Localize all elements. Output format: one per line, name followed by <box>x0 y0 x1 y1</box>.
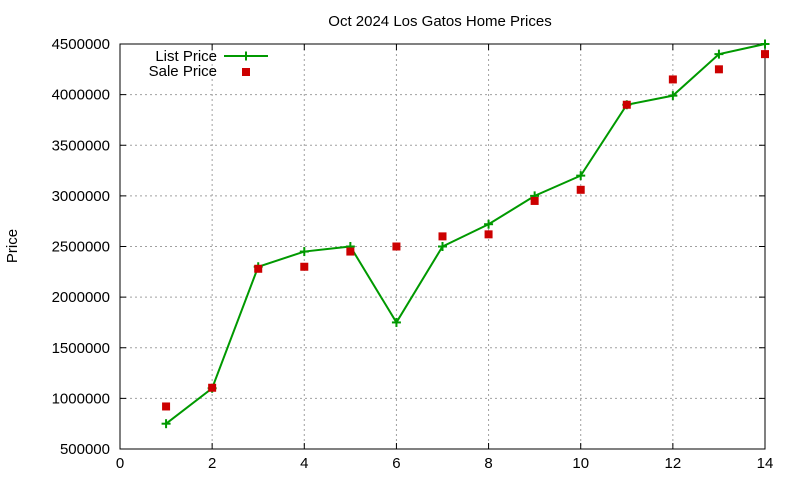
legend-marker-list-price <box>241 51 251 61</box>
y-axis-label: Price <box>4 229 21 263</box>
sale-price-point <box>254 264 263 273</box>
y-tick-label: 4000000 <box>52 87 110 104</box>
x-tick-label: 12 <box>665 455 682 472</box>
y-tick-label: 4500000 <box>52 36 110 53</box>
y-tick-label: 500000 <box>60 441 110 458</box>
sale-price-point <box>576 185 585 194</box>
list-price-point <box>299 247 309 257</box>
sale-price-point <box>622 100 631 109</box>
sale-price-point <box>208 383 217 392</box>
list-price-point <box>714 49 724 59</box>
sale-price-point <box>392 242 401 251</box>
series-layer <box>161 39 770 429</box>
legend-label-sale-price: Sale Price <box>149 63 217 80</box>
x-tick-label: 6 <box>392 455 400 472</box>
x-tick-label: 0 <box>116 455 124 472</box>
list-price-point <box>576 171 586 181</box>
legend-marker-sale-price <box>242 68 250 76</box>
y-tick-label: 1000000 <box>52 390 110 407</box>
sale-price-point <box>438 232 447 241</box>
legend-label-list-price: List Price <box>155 48 217 65</box>
y-tick-label: 3000000 <box>52 188 110 205</box>
axes: 0 2 4 6 8 10 12 14 500000 1000000 1500000 2000000 25… <box>52 36 774 472</box>
sale-price-point <box>484 230 493 239</box>
x-tick-label: 8 <box>484 455 492 472</box>
y-tick-label: 3500000 <box>52 137 110 154</box>
list-price-point <box>484 219 494 229</box>
sale-price-point <box>530 196 539 205</box>
list-price-point <box>668 91 678 101</box>
list-price-point <box>760 39 770 49</box>
y-tick-label: 2500000 <box>52 239 110 256</box>
list-price-point <box>391 317 401 327</box>
list-price-point <box>438 242 447 251</box>
sale-price-point <box>162 402 171 411</box>
chart-title: Oct 2024 Los Gatos Home Prices <box>328 13 551 30</box>
list-price-line <box>165 43 766 425</box>
sale-price-point <box>346 247 355 256</box>
x-tick-label: 14 <box>757 455 774 472</box>
list-price-point <box>161 419 171 429</box>
sale-price-point <box>300 262 309 271</box>
y-tick-label: 2000000 <box>52 289 110 306</box>
x-tick-label: 4 <box>300 455 308 472</box>
y-tick-label: 1500000 <box>52 340 110 357</box>
sale-price-point <box>761 50 769 59</box>
x-tick-label: 10 <box>572 455 589 472</box>
x-tick-label: 2 <box>208 455 216 472</box>
sale-price-point <box>714 65 723 74</box>
sale-price-point <box>668 75 677 84</box>
